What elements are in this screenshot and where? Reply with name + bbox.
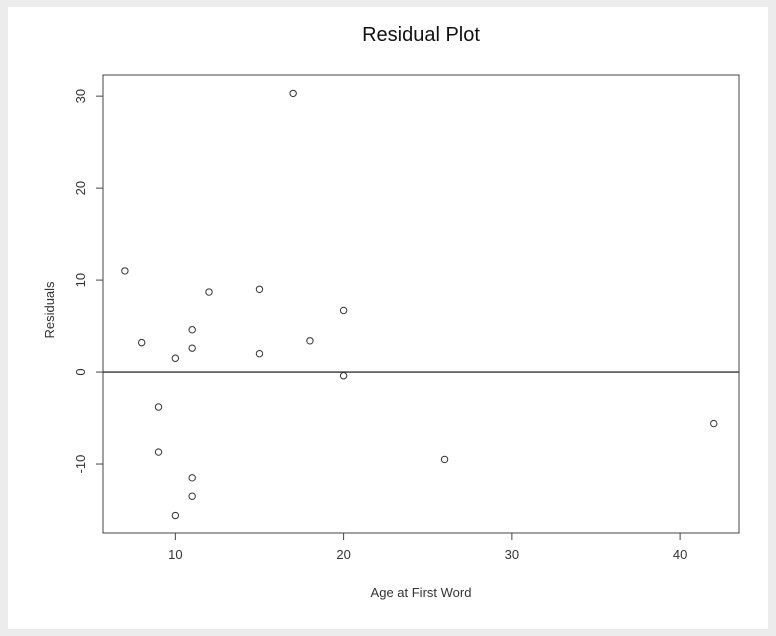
data-point: [188, 344, 196, 352]
data-point: [121, 267, 129, 275]
data-point: [339, 372, 348, 380]
x-tick-label: 20: [336, 547, 350, 562]
data-point: [710, 419, 718, 428]
data-point: [255, 285, 264, 293]
data-point: [154, 403, 163, 411]
x-tick-label: 40: [673, 547, 687, 562]
y-tick-label: 30: [73, 89, 88, 103]
plot-box: [102, 74, 740, 534]
residual-scatter-chart: Residual Plot 10 20 30 40 -10 0 10 20 30 Age at …: [42, 24, 740, 600]
chart-title: Residual Plot: [362, 24, 480, 46]
y-tick-label: 0: [73, 368, 88, 375]
data-point: [188, 326, 196, 334]
y-axis-label: Residuals: [42, 281, 57, 339]
y-tick-label: -10: [73, 455, 88, 474]
data-point: [154, 448, 163, 456]
data-point: [137, 338, 146, 347]
x-axis-label: Age at First Word: [371, 585, 472, 600]
plot-area: 10 20 30 40 -10 0 10 20 30: [73, 74, 740, 562]
data-point: [306, 337, 314, 345]
plot-frame: Residual Plot 10 20 30 40 -10 0 10 20 30 Age at …: [8, 7, 768, 629]
data-point: [188, 492, 196, 500]
data-point: [339, 306, 348, 315]
data-point: [171, 511, 180, 520]
data-point: [289, 89, 297, 98]
y-tick-label: 10: [73, 273, 88, 287]
data-point: [255, 349, 264, 358]
x-tick-label: 30: [505, 547, 519, 562]
y-tick-label: 20: [73, 181, 88, 195]
data-point: [440, 455, 449, 464]
data-point: [188, 474, 196, 482]
data-point: [171, 354, 180, 362]
data-point: [205, 288, 213, 296]
x-tick-label: 10: [168, 547, 182, 562]
